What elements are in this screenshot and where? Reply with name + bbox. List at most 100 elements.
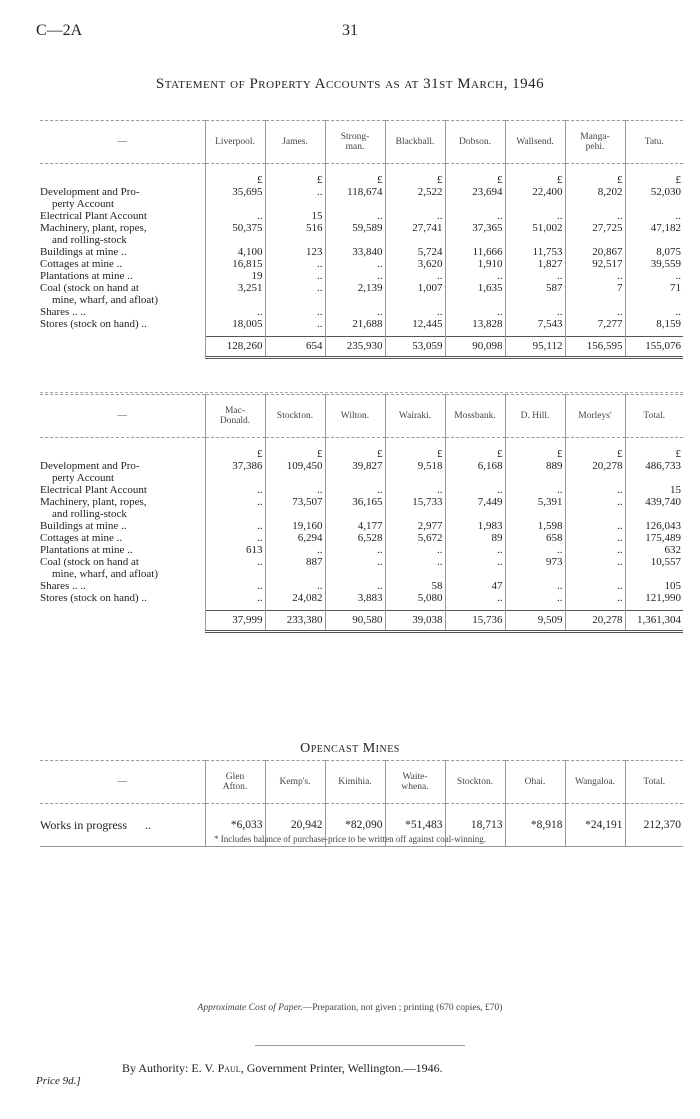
printer-name: Paul (217, 1061, 241, 1075)
cell-value: .. (444, 270, 505, 282)
header-row: — Glen Afton. Kemp's. Kimihia. Waite- whena.… (40, 760, 683, 804)
header-dash: — (117, 777, 128, 787)
property-table-1: — Liverpool. James. Strong- man. Blackball. D… (40, 120, 683, 359)
property-title: Statement of Property Accounts as at 31s… (155, 76, 545, 92)
column-header: Blackball. (384, 120, 445, 164)
table-row: Coal (stock on hand at mine, wharf, and a… (40, 282, 683, 306)
opencast-table: — Glen Afton. Kemp's. Kimihia. Waite- whena.… (40, 760, 683, 847)
row-label: Development and Pro-perty Account (40, 460, 205, 484)
cell-value: .. (264, 484, 325, 496)
cell-value: 9,518 (384, 460, 445, 484)
cell-value: .. (384, 556, 445, 580)
cell-value: 33,840 (324, 246, 385, 258)
cell-value: 35,695 (204, 186, 265, 210)
cell-value: .. (204, 496, 265, 520)
row-label-line: Stores (stock on hand) .. (40, 592, 147, 604)
cell-value: 7,449 (444, 496, 505, 520)
cell-value: 92,517 (564, 258, 625, 270)
blank-cell (204, 604, 265, 611)
cell-value: .. (504, 270, 565, 282)
cell-value: .. (624, 306, 683, 318)
cell-value: 18,005 (204, 318, 265, 330)
cell-value: .. (444, 484, 505, 496)
cell-value: .. (204, 520, 265, 532)
cell-value: .. (564, 520, 625, 532)
row-label: Shares .. .. (40, 306, 205, 318)
cell-value: 7,277 (564, 318, 625, 330)
header-row: — Liverpool. James. Strong- man. Blackball. D… (40, 120, 683, 164)
cell-value: 8,075 (624, 246, 683, 258)
cell-value: 973 (504, 556, 565, 580)
cell-value: 121,990 (624, 592, 683, 604)
cell-value: .. (264, 318, 325, 330)
blank-cell (324, 330, 385, 337)
cell-value: .. (264, 258, 325, 270)
row-label-line: Machinery, plant, ropes, (40, 496, 147, 508)
cell-value: .. (264, 580, 325, 592)
row-label-line: Plantations at mine .. (40, 270, 133, 282)
row-label-line: Coal (stock on hand at (40, 282, 139, 294)
cell-value: 1,827 (504, 258, 565, 270)
cell-value: .. (564, 580, 625, 592)
column-header: Mossbank. (444, 394, 505, 438)
cost-label: Approximate Cost of Paper. (197, 1003, 303, 1013)
total-value: 654 (264, 336, 325, 359)
cell-value: 21,688 (324, 318, 385, 330)
cost-of-paper: Approximate Cost of Paper.—Preparation, … (0, 1003, 700, 1013)
blank-label (40, 611, 205, 632)
cell-value: *8,918 (504, 803, 565, 847)
currency-symbol: £ (324, 163, 385, 186)
cell-value: 3,251 (204, 282, 265, 306)
cell-value: 5,080 (384, 592, 445, 604)
cell-value: .. (264, 544, 325, 556)
cell-value: .. (444, 210, 505, 222)
currency-symbol: £ (204, 437, 265, 460)
row-label-line: Electrical Plant Account (40, 484, 147, 496)
header-row: — Mac- Donald. Stockton. Wilton. Wairaki. Mos… (40, 394, 683, 438)
row-label-line: Development and Pro- (40, 460, 140, 472)
property-table-2: — Mac- Donald. Stockton. Wilton. Wairaki. Mos… (40, 394, 683, 633)
cell-value: 13,828 (444, 318, 505, 330)
cell-value: 7,543 (504, 318, 565, 330)
row-label: Cottages at mine .. (40, 258, 205, 270)
currency-symbol: £ (564, 163, 625, 186)
row-label: Works in progress .. (40, 818, 152, 832)
currency-symbol: £ (384, 437, 445, 460)
row-label-line: Buildings at mine .. (40, 520, 127, 532)
row-label-line: Shares .. .. (40, 580, 86, 592)
cell-value: 15,733 (384, 496, 445, 520)
cell-value: 20,867 (564, 246, 625, 258)
cell-value: .. (264, 186, 325, 210)
row-label: Cottages at mine .. (40, 532, 205, 544)
cell-value: 10,557 (624, 556, 683, 580)
blank-cell (504, 604, 565, 611)
cell-value: .. (564, 544, 625, 556)
table-row: Plantations at mine .. 613............ 632 (40, 544, 683, 556)
cell-value: .. (624, 270, 683, 282)
cell-value: .. (444, 592, 505, 604)
blank-cell (504, 330, 565, 337)
column-header: Total. (624, 760, 683, 804)
cell-value: 5,672 (384, 532, 445, 544)
column-header: Wangaloa. (564, 760, 625, 804)
cell-value: .. (264, 306, 325, 318)
cell-value: 8,159 (624, 318, 683, 330)
cell-value: .. (504, 306, 565, 318)
column-header: Glen Afton. (204, 760, 265, 804)
table-row: Development and Pro-perty Account 37,386 1… (40, 460, 683, 484)
total-value: 128,260 (204, 336, 265, 359)
price: Price 9d.] (36, 1075, 81, 1087)
table-row: Buildings at mine .. 4,100 123 33,840 5,724 1… (40, 246, 683, 258)
currency-symbol: £ (504, 437, 565, 460)
column-header: Kimihia. (324, 760, 385, 804)
cell-value: .. (204, 306, 265, 318)
cell-value: *51,483 (384, 803, 445, 847)
cell-value: 27,725 (564, 222, 625, 246)
blank-cell (204, 330, 265, 337)
divider (255, 1045, 465, 1046)
cell-value: .. (444, 544, 505, 556)
cell-value: 5,391 (504, 496, 565, 520)
blank-cell (384, 330, 445, 337)
cell-value: 1,635 (444, 282, 505, 306)
cost-text: —Preparation, not given ; printing (670 … (302, 1003, 503, 1013)
